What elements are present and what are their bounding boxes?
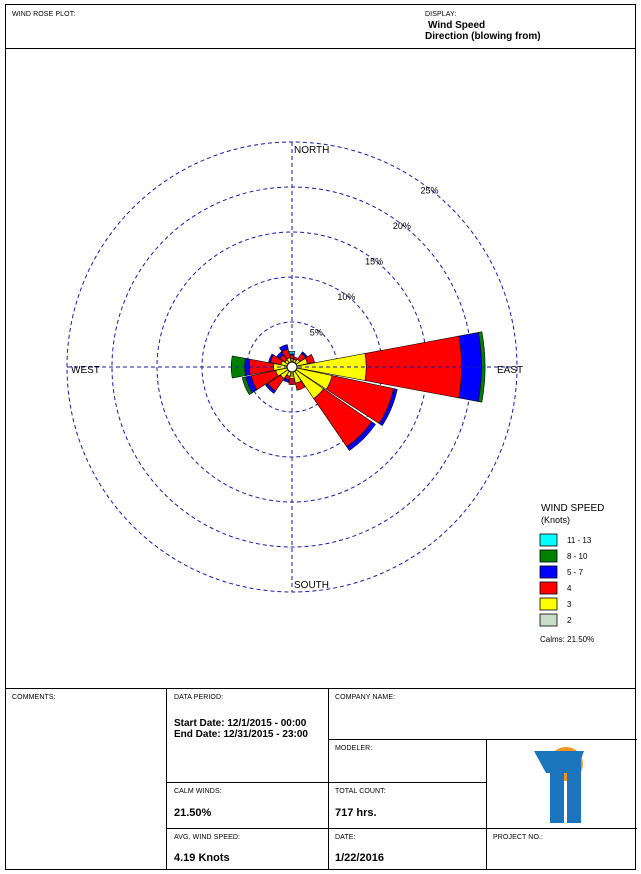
petal-WSW-bin-4 [241, 376, 253, 396]
legend-swatch-3 [539, 565, 558, 579]
legend-swatch-5 [539, 533, 558, 547]
petal-SE-bin-3 [346, 421, 376, 451]
petal-NW-bin-3 [276, 351, 284, 359]
legend-swatch-1 [539, 597, 558, 611]
petal-NE-bin-3 [301, 351, 308, 358]
petal-NNW-bin-3 [279, 344, 289, 352]
petal-ESE-bin-3 [378, 388, 398, 427]
report-frame: WIND ROSE PLOT: DISPLAY: Wind Speed Dire… [5, 4, 637, 870]
company-logo [534, 747, 584, 823]
legend-swatch-2 [539, 581, 558, 595]
company-name-label: COMPANY NAME: [335, 694, 396, 701]
avg-wind-speed-label: AVG. WIND SPEED: [174, 834, 241, 841]
calm-winds-label: CALM WINDS: [174, 788, 222, 795]
legend-label-3: 5 - 7 [567, 568, 584, 577]
petal-WNW-bin-3 [268, 353, 274, 363]
logo-right-stem [567, 753, 581, 823]
petal-SW-bin-3 [265, 383, 276, 394]
east-label: EAST [497, 365, 523, 376]
start-date: Start Date: 12/1/2015 - 00:00 [174, 718, 307, 729]
legend-label-5: 11 - 13 [567, 536, 592, 545]
avg-wind-speed-value: 4.19 Knots [174, 852, 230, 864]
legend-label-4: 8 - 10 [567, 552, 588, 561]
logo-left-stem [550, 773, 564, 823]
calms-text: Calms: 21.50% [540, 635, 594, 644]
petal-SSW-bin-3 [282, 377, 290, 383]
legend-swatch-4 [539, 549, 558, 563]
petal-ENE-bin-2 [304, 354, 315, 365]
calm-circle [286, 361, 298, 373]
ring-label-10: 10% [337, 292, 355, 302]
legend-units: (Knots) [541, 515, 570, 525]
ring-label-15: 15% [365, 257, 383, 267]
date-value: 1/22/2016 [335, 852, 384, 864]
report-header: WIND ROSE PLOT: DISPLAY: Wind Speed Dire… [6, 5, 635, 49]
display-wind-speed: Wind Speed [428, 20, 486, 31]
north-label: NORTH [294, 145, 329, 156]
calm-winds-value: 21.50% [174, 807, 212, 819]
west-label: WEST [71, 365, 100, 376]
legend-label-2: 4 [567, 584, 572, 593]
project-no-label: PROJECT NO.: [493, 834, 544, 841]
comments-label: COMMENTS: [12, 694, 56, 701]
modeler-label: MODELER: [335, 745, 373, 752]
total-count-label: TOTAL COUNT: [335, 788, 386, 795]
legend-label-1: 3 [567, 600, 572, 609]
south-label: SOUTH [294, 580, 329, 591]
ring-label-20: 20% [393, 221, 411, 231]
end-date: End Date: 12/31/2015 - 23:00 [174, 729, 308, 740]
wind-rose-plot-label: WIND ROSE PLOT: [12, 11, 76, 18]
legend-label-0: 2 [567, 616, 572, 625]
legend-swatch-0 [539, 613, 558, 627]
data-period-label: DATA PERIOD: [174, 694, 224, 701]
display-direction: Direction (blowing from) [425, 31, 541, 42]
total-count-value: 717 hrs. [335, 807, 377, 819]
date-label: DATE: [335, 834, 356, 841]
ring-label-25: 25% [421, 186, 439, 196]
display-label: DISPLAY: [425, 11, 457, 18]
report-footer: COMMENTS: DATA PERIOD: Start Date: 12/1/… [6, 688, 637, 870]
petal-SSE-bin-2 [295, 380, 306, 391]
legend-title: WIND SPEED [541, 503, 604, 514]
ring-label-5: 5% [310, 328, 323, 338]
